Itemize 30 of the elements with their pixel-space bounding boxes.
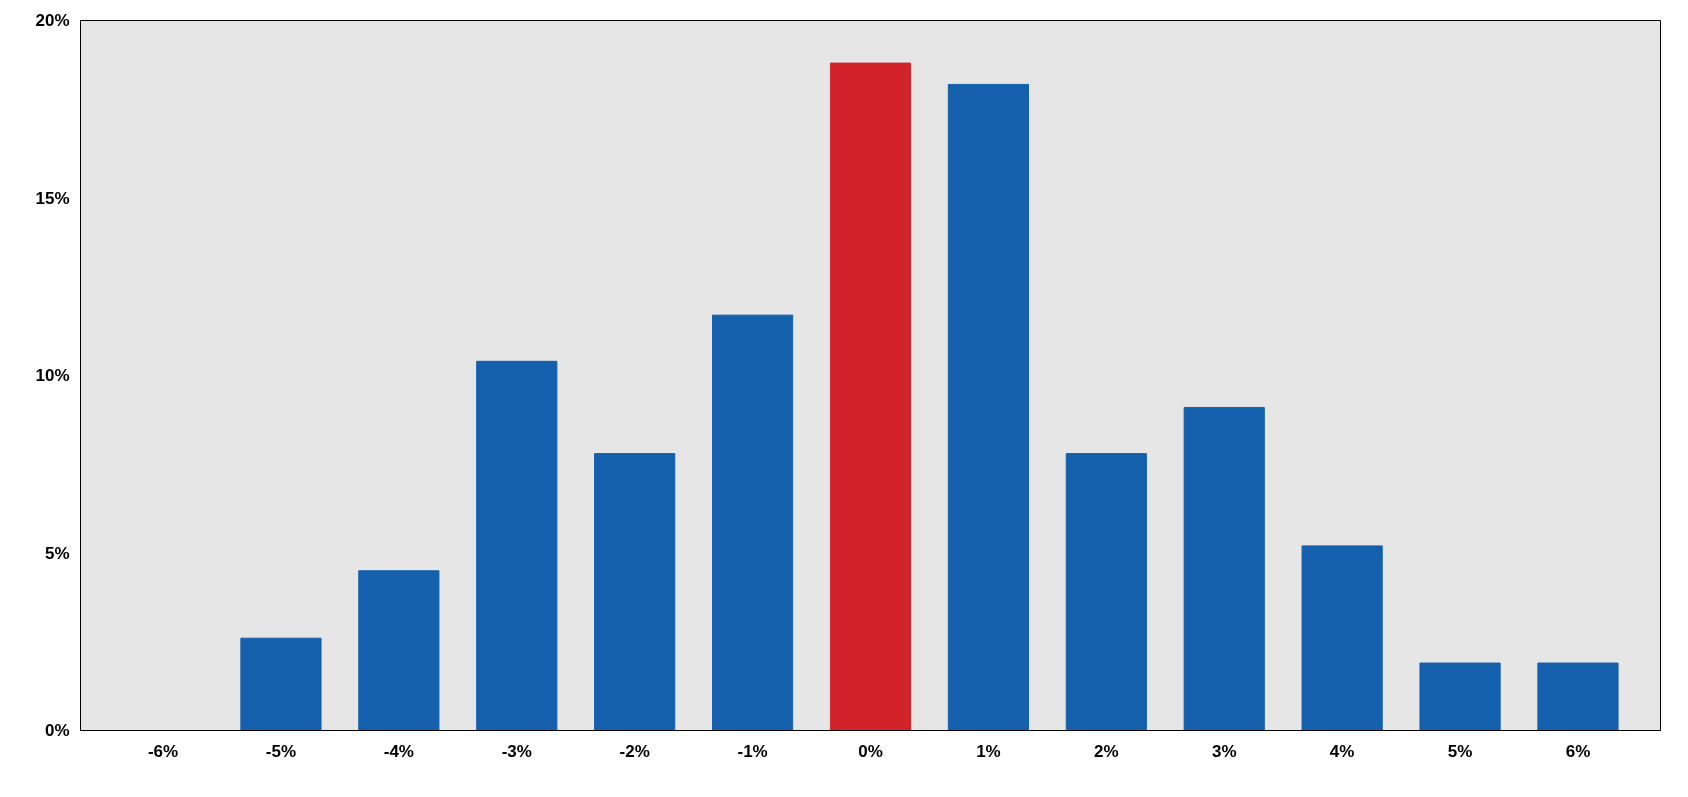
x-tick-label: -4% (383, 741, 414, 761)
y-tick-label: 15% (35, 188, 70, 208)
x-tick-label: 4% (1329, 741, 1355, 761)
x-tick-label: -2% (619, 741, 650, 761)
x-tick-label: 6% (1565, 741, 1591, 761)
y-tick-label: 20% (35, 11, 70, 30)
bar (1301, 545, 1383, 731)
bar (1537, 662, 1619, 731)
bar (240, 637, 322, 731)
x-tick-label: 2% (1094, 741, 1119, 761)
x-tick-label: -1% (737, 741, 768, 761)
bar (829, 62, 912, 731)
x-tick-label: 5% (1447, 741, 1473, 761)
x-tick-label: 1% (976, 741, 1001, 761)
x-tick-label: -6% (147, 741, 179, 761)
bar (1419, 662, 1501, 731)
bar (594, 453, 676, 731)
bar (358, 570, 440, 731)
bar (1183, 406, 1265, 731)
x-tick-label: 0% (858, 741, 883, 761)
x-tick-label: -3% (501, 741, 532, 761)
y-tick-label: 5% (44, 543, 70, 563)
bar (712, 314, 794, 731)
bar (947, 83, 1029, 731)
y-tick-label: 0% (44, 721, 70, 740)
bar (476, 360, 558, 731)
y-tick-label: 10% (35, 366, 70, 385)
x-tick-label: -5% (265, 741, 297, 761)
x-tick-label: 3% (1211, 741, 1237, 761)
bar (1065, 453, 1147, 731)
